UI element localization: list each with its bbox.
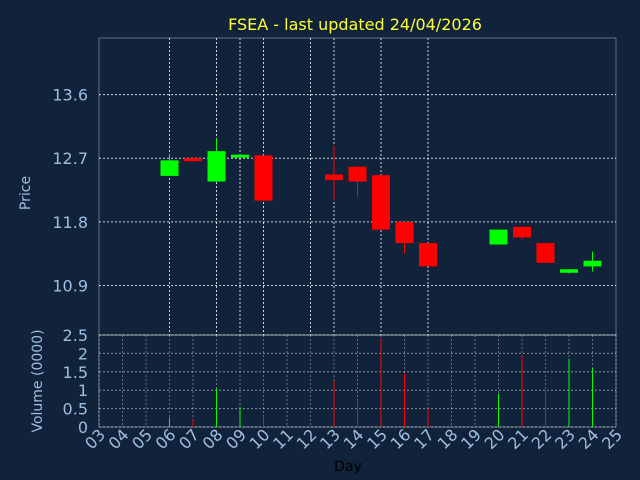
candle-body bbox=[489, 229, 508, 245]
price-tick-label: 13.6 bbox=[52, 86, 88, 105]
volume-y-ticks: 2.521.510.50 bbox=[63, 326, 88, 437]
candle-body bbox=[254, 155, 273, 201]
candle-body bbox=[325, 174, 343, 181]
x-axis-label: Day bbox=[334, 459, 362, 475]
candle-body bbox=[184, 158, 202, 162]
candle-body bbox=[583, 260, 602, 267]
chart-title: FSEA - last updated 24/04/2026 bbox=[228, 15, 482, 34]
candle-body bbox=[513, 226, 531, 238]
volume-tick-label: 1.5 bbox=[63, 363, 88, 382]
volume-tick-label: 2 bbox=[78, 344, 88, 363]
price-tick-label: 12.7 bbox=[52, 149, 88, 168]
volume-bars bbox=[169, 338, 593, 427]
candle-body bbox=[348, 166, 367, 182]
candle-body bbox=[536, 243, 555, 263]
candle-body bbox=[231, 154, 249, 158]
price-tick-label: 10.9 bbox=[52, 277, 88, 296]
volume-tick-label: 2.5 bbox=[63, 326, 88, 345]
volume-axis-label: Volume (0000) bbox=[30, 329, 46, 432]
volume-tick-label: 0.5 bbox=[63, 400, 88, 419]
volume-tick-label: 0 bbox=[78, 418, 88, 437]
price-y-ticks: 13.6 12.7 11.8 10.9 bbox=[52, 86, 88, 296]
candle-body bbox=[160, 160, 179, 176]
x-tick-label: 25 bbox=[598, 425, 626, 453]
price-tick-label: 11.8 bbox=[52, 213, 88, 232]
price-panel-frame bbox=[98, 37, 617, 336]
volume-tick-label: 1 bbox=[78, 381, 88, 400]
candles bbox=[160, 138, 602, 274]
candle-body bbox=[207, 151, 226, 182]
candle-body bbox=[372, 175, 390, 230]
candle-body bbox=[395, 221, 414, 244]
price-axis-label: Price bbox=[18, 176, 34, 210]
x-ticks: 0304050607080910111213141516171819202122… bbox=[81, 425, 626, 453]
candle-body bbox=[419, 243, 437, 267]
candle-body bbox=[560, 269, 578, 273]
